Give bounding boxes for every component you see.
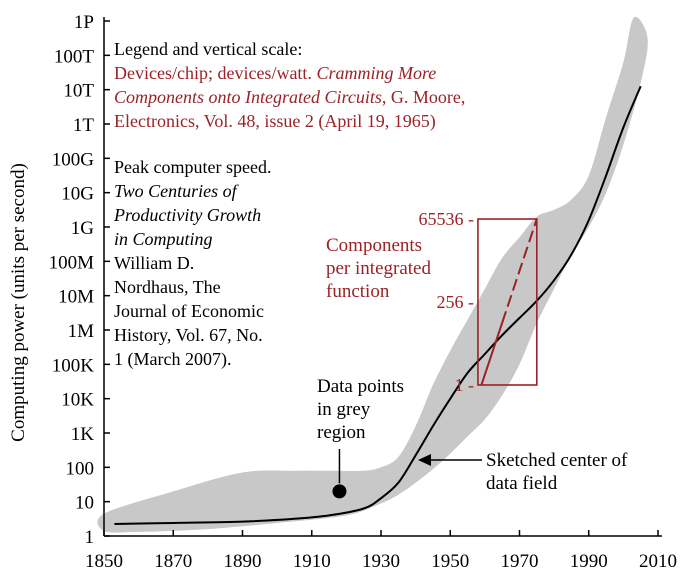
data-point-marker xyxy=(332,484,347,499)
source-line-3: Productivity Growth xyxy=(114,205,262,225)
series-layer xyxy=(114,85,642,525)
source-line-6: Nordhaus, The xyxy=(114,277,221,297)
components-inset-box xyxy=(477,218,538,386)
y-tick-label: 1P xyxy=(74,12,94,33)
grey-data-region xyxy=(97,16,648,533)
center-line-arrowhead xyxy=(418,454,431,466)
y-tick-label: 1G xyxy=(71,218,95,239)
components-annotation: per integrated xyxy=(326,258,431,279)
components-line-solid xyxy=(480,322,504,386)
source-line-4: in Computing xyxy=(114,229,213,249)
y-axis-label: Computing power (units per second) xyxy=(8,163,29,442)
source-line-7: Journal of Economic xyxy=(114,301,264,321)
center-line xyxy=(114,85,642,525)
inset-layer: 1 - 256 - 65536 - xyxy=(418,209,538,395)
inset-tick-label: 65536 - xyxy=(418,209,474,229)
legend-red-line-1: Devices/chip; devices/watt. Cramming Mor… xyxy=(114,62,436,84)
source-line-1: Peak computer speed. xyxy=(114,157,272,177)
y-tick-label: 10T xyxy=(63,81,94,102)
x-tick-label: 1870 xyxy=(154,551,192,572)
legend-red-line-1-text: Devices/chip; devices/watt. xyxy=(114,63,317,83)
source-line-9: 1 (March 2007). xyxy=(114,349,232,369)
center-line-annotation: Sketched center of xyxy=(486,450,628,471)
source-line-2: Two Centuries of xyxy=(114,181,237,201)
x-tick-label: 1990 xyxy=(570,551,608,572)
legend-heading: Legend and vertical scale: xyxy=(114,39,303,59)
data-points-annotation: in grey xyxy=(317,399,371,420)
grey-region-layer xyxy=(97,16,648,533)
y-tick-label: 10M xyxy=(58,287,94,308)
data-points-annotation: region xyxy=(317,422,366,443)
y-tick-label: 1K xyxy=(71,424,95,445)
x-tick-label: 1930 xyxy=(362,551,400,572)
legend-red-line-2-italic: Components onto Integrated Circuits xyxy=(114,87,382,107)
y-tick-label: 10K xyxy=(61,390,94,411)
y-tick-label: 100G xyxy=(52,149,95,170)
inset-tick-label: 1 - xyxy=(454,375,474,395)
inset-tick-label: 256 - xyxy=(436,292,474,312)
y-tick-label: 1M xyxy=(68,321,95,342)
y-tick-label: 1 xyxy=(85,527,95,548)
axis-layer: 1 10 100 1K 10K 100K 1M 10M 100M 1G 10G 100G 1T 10T 10… xyxy=(8,12,677,572)
source-line-8: History, Vol. 67, No. xyxy=(114,325,263,345)
components-annotation: Components xyxy=(326,235,422,256)
components-annotation: function xyxy=(326,281,390,302)
y-tick-label: 10 xyxy=(75,493,94,514)
legend-red-line-1-italic: Cramming More xyxy=(316,63,437,83)
y-tick-label: 100M xyxy=(49,252,95,273)
x-tick-label: 2010 xyxy=(639,551,677,572)
x-tick-label: 1910 xyxy=(293,551,331,572)
x-tick-label: 1890 xyxy=(224,551,262,572)
legend-red-line-2: Components onto Integrated Circuits, G. … xyxy=(114,86,465,108)
y-tick-label: 100T xyxy=(54,46,95,67)
legend-red-line-3: Electronics, Vol. 48, issue 2 (April 19,… xyxy=(114,111,436,131)
y-tick-label: 1T xyxy=(73,115,95,136)
center-line-annotation: data field xyxy=(486,473,558,494)
x-tick-label: 1970 xyxy=(501,551,539,572)
y-tick-label: 10G xyxy=(61,184,94,205)
y-tick-label: 100K xyxy=(52,355,95,376)
y-tick-label: 100 xyxy=(66,458,95,479)
x-tick-label: 1950 xyxy=(431,551,469,572)
components-line-dashed xyxy=(501,218,538,324)
data-points-annotation: Data points xyxy=(317,376,404,397)
source-line-5: William D. xyxy=(114,253,195,273)
x-tick-label: 1850 xyxy=(85,551,123,572)
legend-red-line-2-text: , G. Moore, xyxy=(381,87,466,107)
